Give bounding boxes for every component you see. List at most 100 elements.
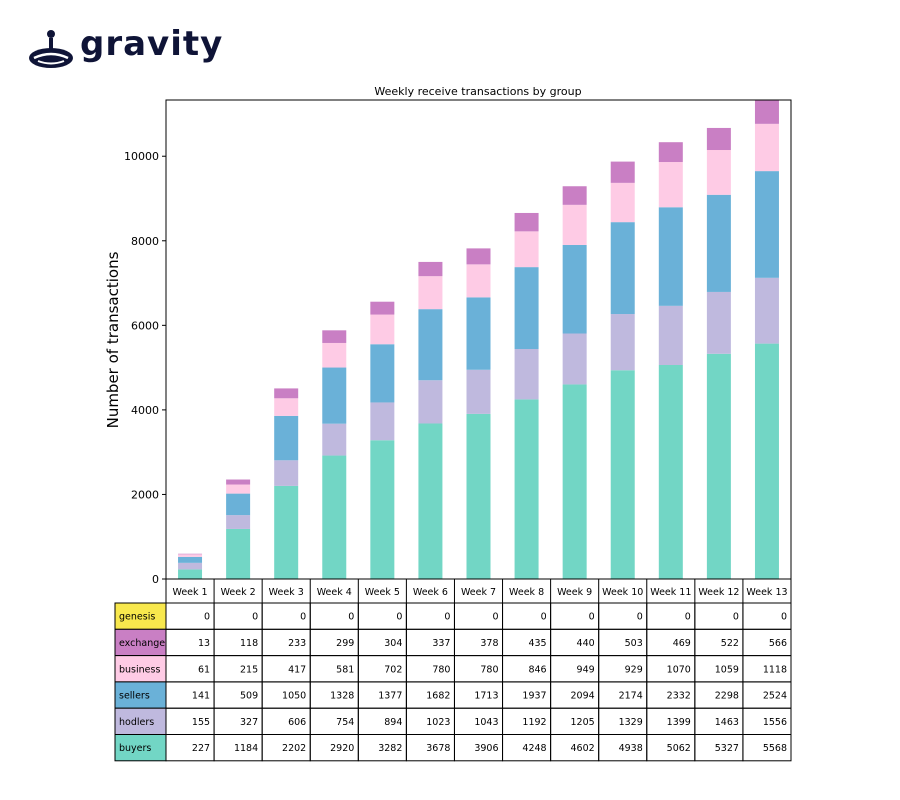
column-header: Week 4 <box>317 587 352 598</box>
cell-value: 435 <box>528 638 546 649</box>
cell-value: 581 <box>336 664 354 675</box>
bar-sellers-6 <box>418 309 443 381</box>
row-label: genesis <box>119 612 155 623</box>
cell-value: 1070 <box>667 664 691 675</box>
bar-buyers-4 <box>322 455 347 579</box>
cell-value: 4938 <box>619 743 643 754</box>
cell-value: 0 <box>300 612 306 623</box>
y-tick-label: 2000 <box>131 488 159 501</box>
column-header: Week 7 <box>461 587 496 598</box>
bar-business-12 <box>706 150 731 195</box>
cell-value: 1184 <box>234 743 258 754</box>
cell-value: 2298 <box>715 691 739 702</box>
cell-value: 0 <box>685 612 691 623</box>
column-header: Week 11 <box>650 587 691 598</box>
bar-hodlers-9 <box>562 333 587 385</box>
cell-value: 0 <box>733 612 739 623</box>
row-label: sellers <box>119 691 150 702</box>
cell-value: 13 <box>198 638 210 649</box>
column-header: Week 13 <box>746 587 787 598</box>
bar-sellers-5 <box>370 344 395 403</box>
cell-value: 3282 <box>378 743 402 754</box>
cell-value: 0 <box>492 612 498 623</box>
cell-value: 3678 <box>426 743 450 754</box>
bar-business-3 <box>274 398 299 416</box>
column-header: Week 12 <box>698 587 739 598</box>
y-tick-label: 8000 <box>131 235 159 248</box>
chart-title: Weekly receive transactions by group <box>374 85 581 98</box>
bars-group <box>178 100 779 579</box>
cell-value: 929 <box>625 664 643 675</box>
row-label-cell <box>114 628 167 657</box>
bar-hodlers-10 <box>610 314 635 371</box>
cell-value: 0 <box>589 612 595 623</box>
column-header: Week 9 <box>557 587 592 598</box>
cell-value: 1118 <box>763 664 787 675</box>
cell-value: 4602 <box>571 743 595 754</box>
cell-value: 2174 <box>619 691 643 702</box>
bar-business-13 <box>754 123 779 172</box>
bar-buyers-13 <box>754 343 779 579</box>
cell-value: 417 <box>288 664 306 675</box>
bar-buyers-7 <box>466 413 491 579</box>
bar-exchange-1 <box>178 553 203 555</box>
column-header: Week 5 <box>365 587 400 598</box>
cell-value: 1937 <box>522 691 546 702</box>
cell-value: 2332 <box>667 691 691 702</box>
column-header: Week 10 <box>602 587 643 598</box>
y-tick-label: 6000 <box>131 319 159 332</box>
cell-value: 1023 <box>426 717 450 728</box>
bar-business-9 <box>562 204 587 245</box>
cell-value: 233 <box>288 638 306 649</box>
bar-exchange-4 <box>322 330 347 343</box>
cell-value: 2920 <box>330 743 354 754</box>
y-axis-label: Number of transactions <box>104 251 122 428</box>
bar-exchange-13 <box>754 100 779 124</box>
bar-business-7 <box>466 264 491 298</box>
cell-value: 61 <box>198 664 210 675</box>
bar-hodlers-13 <box>754 277 779 344</box>
cell-value: 702 <box>384 664 402 675</box>
cell-value: 1377 <box>378 691 402 702</box>
bar-exchange-6 <box>418 261 443 277</box>
cell-value: 1682 <box>426 691 450 702</box>
column-header: Week 6 <box>413 587 448 598</box>
table-cell <box>742 734 792 762</box>
bar-sellers-12 <box>706 194 731 292</box>
cell-value: 4248 <box>522 743 546 754</box>
cell-value: 0 <box>396 612 402 623</box>
column-header: Week 8 <box>509 587 544 598</box>
column-header: Week 3 <box>269 587 304 598</box>
bar-sellers-1 <box>178 556 203 563</box>
cell-value: 0 <box>541 612 547 623</box>
bar-sellers-3 <box>274 415 299 461</box>
cell-value: 3906 <box>474 743 498 754</box>
cell-value: 0 <box>204 612 210 623</box>
cell-value: 2524 <box>763 691 787 702</box>
cell-value: 2202 <box>282 743 306 754</box>
bar-business-2 <box>226 484 251 494</box>
cell-value: 1050 <box>282 691 306 702</box>
cell-value: 5327 <box>715 743 739 754</box>
bar-business-11 <box>658 162 683 208</box>
bar-hodlers-7 <box>466 369 491 414</box>
cell-value: 0 <box>781 612 787 623</box>
cell-value: 1463 <box>715 717 739 728</box>
cell-value: 509 <box>240 691 258 702</box>
cell-value: 780 <box>480 664 498 675</box>
bar-business-1 <box>178 554 203 557</box>
bar-exchange-9 <box>562 186 587 205</box>
cell-value: 2094 <box>571 691 595 702</box>
row-label: hodlers <box>119 717 154 728</box>
bar-hodlers-8 <box>514 349 539 400</box>
bar-buyers-5 <box>370 440 395 579</box>
bar-buyers-12 <box>706 353 731 579</box>
cell-value: 469 <box>673 638 691 649</box>
cell-value: 1192 <box>522 717 546 728</box>
cell-value: 227 <box>192 743 210 754</box>
bar-hodlers-6 <box>418 380 443 424</box>
cell-value: 522 <box>721 638 739 649</box>
cell-value: 0 <box>252 612 258 623</box>
bar-exchange-2 <box>226 479 251 485</box>
bar-exchange-11 <box>658 142 683 163</box>
